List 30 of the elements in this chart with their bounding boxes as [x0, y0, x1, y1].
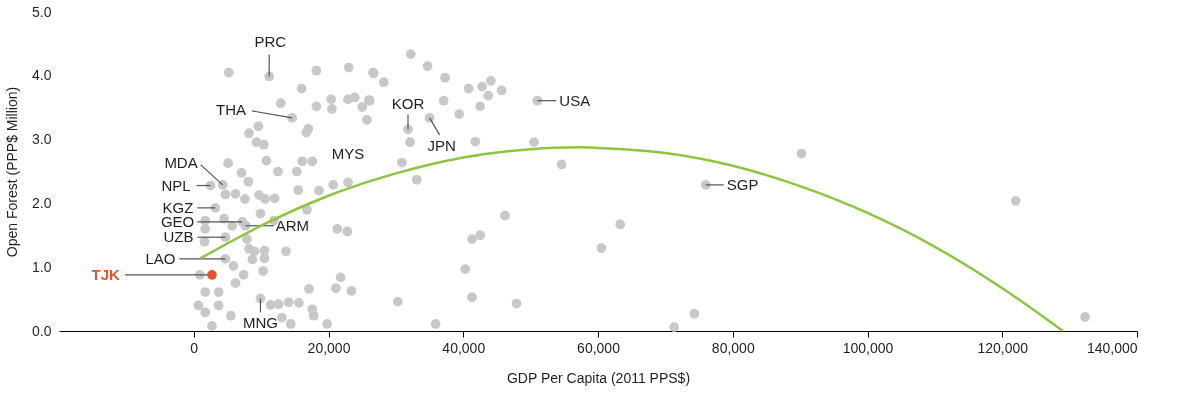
x-tick-label: 60,000: [577, 339, 621, 356]
x-tick-label: 20,000: [307, 339, 351, 356]
x-tick-label: 140,000: [1086, 339, 1138, 356]
y-tick-label: 4.0: [32, 67, 52, 84]
x-tick-label: 40,000: [442, 339, 486, 356]
annotation: MYS: [331, 144, 365, 162]
annotation: TJK: [91, 265, 121, 283]
annotation: USA: [559, 91, 591, 109]
y-axis-title: Open Forest (PPP$ Million): [4, 86, 21, 258]
annotation: KOR: [391, 95, 425, 113]
y-tick-label: 2.0: [32, 194, 52, 211]
x-axis-title: GDP Per Capita (2011 PPS$): [506, 369, 691, 386]
annotation: SGP: [726, 175, 759, 193]
annotation: ARM: [275, 216, 309, 234]
annotation: JPN: [427, 136, 456, 154]
annotation: NPL: [161, 176, 191, 194]
annotation: MNG: [242, 314, 278, 332]
x-tick-label: 80,000: [711, 339, 755, 356]
y-tick-label: 1.0: [32, 258, 52, 275]
x-tick-label: 120,000: [977, 339, 1029, 356]
x-tick-label: 100,000: [842, 339, 894, 356]
y-tick-label: 0.0: [32, 322, 52, 339]
annotation: LAO: [145, 249, 176, 267]
y-tick-label: 5.0: [32, 3, 52, 20]
annotation: PRC: [254, 33, 287, 51]
x-tick-label: 0: [190, 339, 199, 356]
annotation: MDA: [164, 153, 198, 171]
y-tick-label: 3.0: [32, 131, 52, 148]
annotation: THA: [216, 100, 247, 118]
annotation: UZB: [163, 228, 194, 246]
